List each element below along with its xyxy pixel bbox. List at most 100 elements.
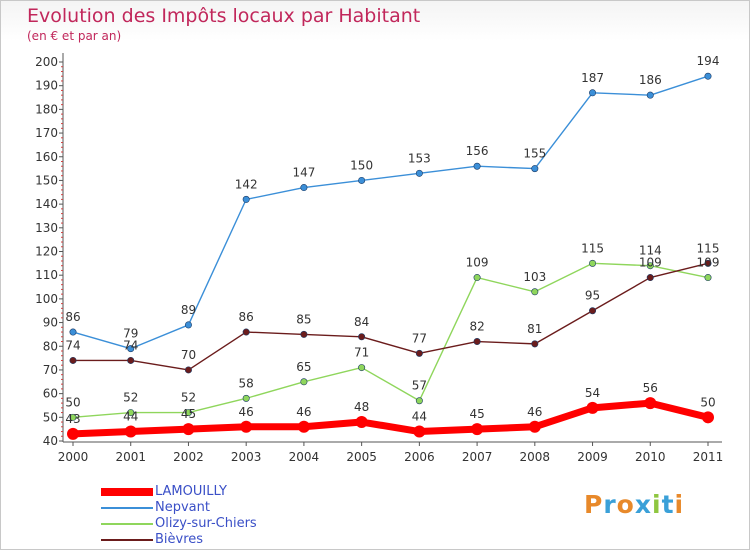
data-label-lamouilly: 46 bbox=[296, 405, 311, 419]
data-point-olizy-sur-chiers bbox=[415, 397, 423, 405]
data-point-olizy-sur-chiers bbox=[531, 288, 539, 296]
data-point-nepvant bbox=[531, 165, 539, 173]
data-point-olizy-sur-chiers bbox=[242, 394, 250, 402]
y-tick-label: 50 bbox=[43, 410, 58, 424]
axes: 40 50 60 70 80 90 100 110 120 130 140 150 160 170 180 1… bbox=[35, 53, 723, 464]
data-label-nepvant: 153 bbox=[408, 151, 431, 165]
data-label-bi-vres: 95 bbox=[585, 289, 600, 303]
data-point-lamouilly bbox=[355, 416, 368, 429]
data-label-lamouilly: 43 bbox=[65, 412, 80, 426]
logo-letter: t bbox=[661, 490, 675, 519]
data-point-nepvant bbox=[646, 91, 654, 99]
data-label-lamouilly: 44 bbox=[123, 410, 138, 424]
data-label-olizy-sur-chiers: 52 bbox=[123, 391, 138, 405]
y-tick-label: 130 bbox=[35, 221, 58, 235]
data-label-nepvant: 194 bbox=[697, 54, 720, 68]
data-point-olizy-sur-chiers bbox=[589, 259, 597, 267]
y-tick-label: 150 bbox=[35, 173, 58, 187]
series-lamouilly bbox=[67, 397, 714, 440]
data-label-bi-vres: 86 bbox=[239, 310, 254, 324]
data-point-nepvant bbox=[358, 176, 366, 184]
legend-label-lamouilly: LAMOUILLY bbox=[155, 484, 227, 499]
data-label-bi-vres: 74 bbox=[123, 338, 138, 352]
data-label-bi-vres: 84 bbox=[354, 315, 369, 329]
y-tick-label: 190 bbox=[35, 79, 58, 93]
x-tick-label: 2003 bbox=[231, 450, 262, 464]
data-point-bi-vres bbox=[69, 356, 77, 364]
x-tick-label: 2009 bbox=[577, 450, 608, 464]
legend-label-bievres: Bièvres bbox=[155, 532, 204, 547]
x-tick-label: 2007 bbox=[462, 450, 493, 464]
series-lines bbox=[67, 72, 714, 440]
y-tick-label: 110 bbox=[35, 268, 58, 282]
logo-letter: P bbox=[584, 490, 604, 519]
data-point-olizy-sur-chiers bbox=[704, 274, 712, 282]
y-tick-label: 200 bbox=[35, 55, 58, 69]
data-point-nepvant bbox=[184, 321, 192, 329]
y-tick-label: 80 bbox=[43, 339, 58, 353]
x-tick-label: 2011 bbox=[693, 450, 724, 464]
x-tick-label: 2000 bbox=[58, 450, 89, 464]
data-label-nepvant: 89 bbox=[181, 303, 196, 317]
data-label-bi-vres: 85 bbox=[296, 312, 311, 326]
legend-swatch-lamouilly bbox=[101, 488, 153, 496]
logo-letter: i bbox=[652, 490, 662, 519]
data-point-lamouilly bbox=[702, 411, 714, 424]
y-tick-label: 160 bbox=[35, 150, 58, 164]
data-point-nepvant bbox=[589, 89, 597, 97]
data-point-olizy-sur-chiers bbox=[300, 378, 308, 386]
data-point-nepvant bbox=[415, 169, 423, 177]
x-tick-label: 2006 bbox=[404, 450, 435, 464]
legend-label-olizy: Olizy-sur-Chiers bbox=[155, 516, 257, 531]
y-tick-label: 60 bbox=[43, 387, 58, 401]
data-label-bi-vres: 81 bbox=[527, 322, 542, 336]
data-label-bi-vres: 77 bbox=[412, 331, 427, 345]
data-label-nepvant: 186 bbox=[639, 73, 662, 87]
data-point-olizy-sur-chiers bbox=[473, 274, 481, 282]
series-line-nepvant bbox=[72, 75, 709, 350]
data-point-olizy-sur-chiers bbox=[358, 364, 366, 372]
data-label-lamouilly: 45 bbox=[469, 407, 484, 421]
x-tick-label: 2002 bbox=[173, 450, 204, 464]
data-label-bi-vres: 70 bbox=[181, 348, 196, 362]
data-label-bi-vres: 109 bbox=[639, 256, 662, 270]
data-point-olizy-sur-chiers bbox=[127, 409, 135, 417]
series-olizy-sur-chiers bbox=[69, 259, 712, 421]
x-tick-label: 2001 bbox=[115, 450, 146, 464]
data-point-lamouilly bbox=[471, 423, 484, 436]
data-label-olizy-sur-chiers: 115 bbox=[581, 241, 604, 255]
data-point-lamouilly bbox=[413, 425, 426, 438]
logo-letter: r bbox=[603, 490, 617, 519]
chart-subtitle: (en € et par an) bbox=[27, 29, 122, 43]
data-label-bi-vres: 74 bbox=[65, 338, 80, 352]
legend-swatch-bievres bbox=[101, 539, 153, 541]
data-point-bi-vres bbox=[242, 328, 250, 336]
data-label-olizy-sur-chiers: 109 bbox=[697, 256, 720, 270]
legend-swatch-nepvant bbox=[101, 507, 153, 509]
series-nepvant bbox=[69, 72, 712, 353]
legend-label-nepvant: Nepvant bbox=[155, 500, 210, 515]
data-label-bi-vres: 82 bbox=[469, 320, 484, 334]
data-label-nepvant: 150 bbox=[350, 158, 373, 172]
data-point-olizy-sur-chiers bbox=[184, 409, 192, 417]
series-bi-vres bbox=[69, 259, 712, 374]
data-label-nepvant: 79 bbox=[123, 327, 138, 341]
data-point-lamouilly bbox=[586, 401, 599, 414]
series-line-bi-vres bbox=[72, 262, 709, 371]
data-label-lamouilly: 56 bbox=[643, 381, 658, 395]
data-point-bi-vres bbox=[473, 338, 481, 346]
data-label-lamouilly: 50 bbox=[700, 395, 715, 409]
data-point-lamouilly bbox=[297, 420, 310, 433]
series-line-olizy-sur-chiers bbox=[72, 262, 709, 419]
data-point-lamouilly bbox=[528, 420, 541, 433]
proxiti-logo: Proxiti bbox=[584, 490, 684, 519]
data-label-olizy-sur-chiers: 57 bbox=[412, 379, 427, 393]
data-point-olizy-sur-chiers bbox=[69, 413, 77, 421]
data-label-olizy-sur-chiers: 109 bbox=[466, 256, 489, 270]
data-point-bi-vres bbox=[415, 349, 423, 357]
data-label-lamouilly: 46 bbox=[239, 405, 254, 419]
data-point-nepvant bbox=[127, 345, 135, 353]
series-line-lamouilly bbox=[69, 399, 712, 438]
